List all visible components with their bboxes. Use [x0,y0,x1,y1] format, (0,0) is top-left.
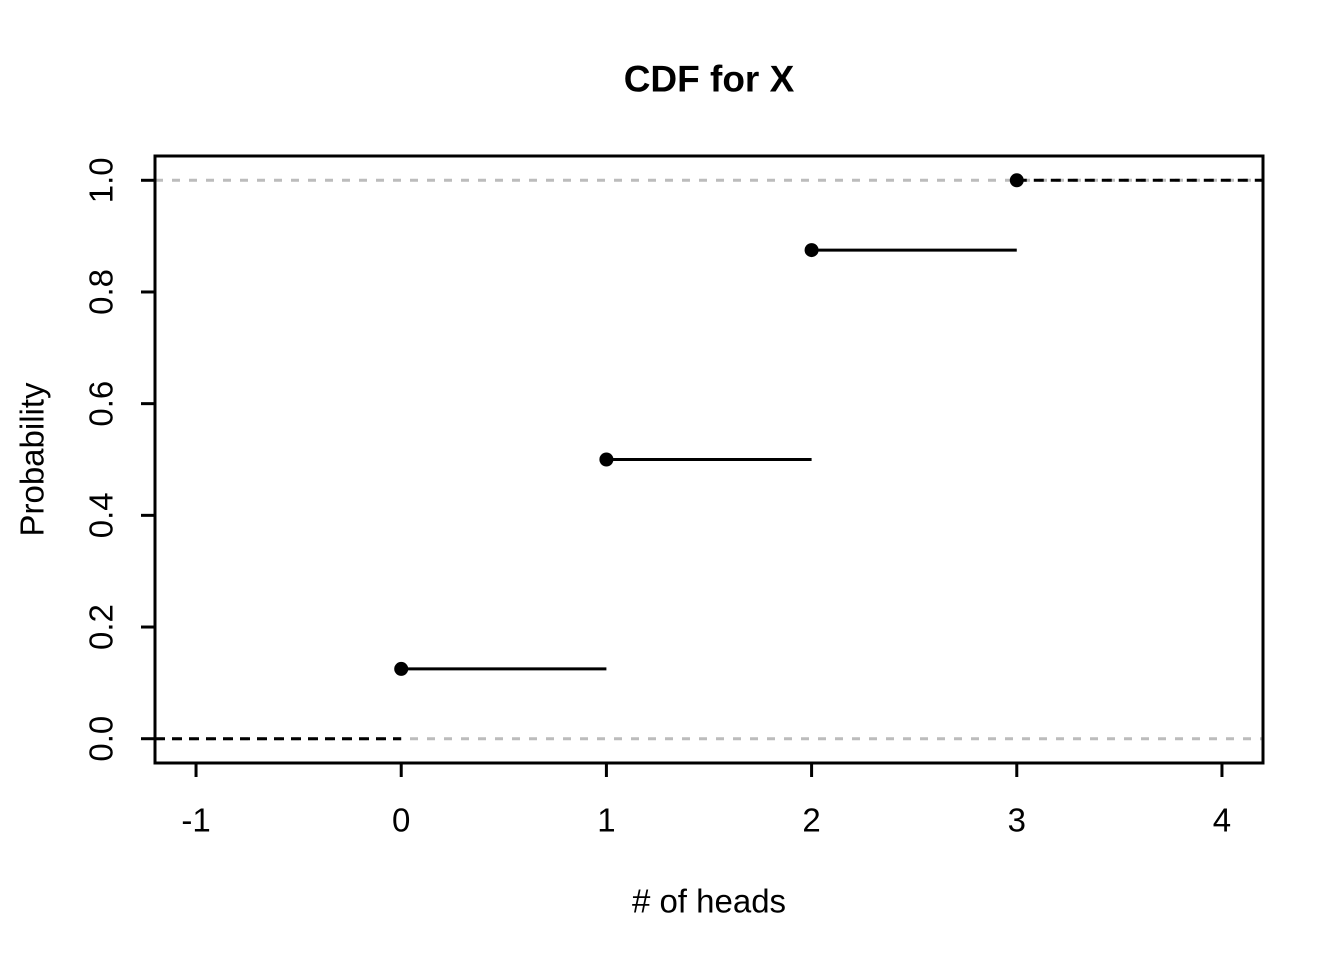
y-tick-label: 0.2 [83,604,120,650]
plot-border [153,154,1265,765]
cdf-point [804,243,819,258]
axis-ticks-layer: -1 0 1 2 3 4 0.0 0.2 0.4 0.6 0.8 1.0 [83,157,1232,838]
cdf-series-layer [155,173,1263,741]
cdf-point [599,452,614,467]
y-tick-label: 1.0 [83,157,120,203]
cdf-point [1009,173,1024,188]
x-axis-label: # of heads [632,883,786,920]
x-tick-label: 3 [1008,802,1026,839]
y-tick-label: 0.6 [83,381,120,427]
y-axis-label: Probability [14,382,51,537]
x-tick-label: 4 [1213,802,1231,839]
y-tick-label: 0.8 [83,269,120,315]
guide-lines-layer [155,178,1263,741]
x-tick-label: 2 [802,802,820,839]
x-tick-label: 1 [597,802,615,839]
y-tick-label: 0.0 [83,716,120,762]
x-tick-label: -1 [181,802,210,839]
x-tick-label: 0 [392,802,410,839]
y-tick-label: 0.4 [83,492,120,538]
cdf-point [394,661,409,676]
chart-title: CDF for X [624,59,795,100]
